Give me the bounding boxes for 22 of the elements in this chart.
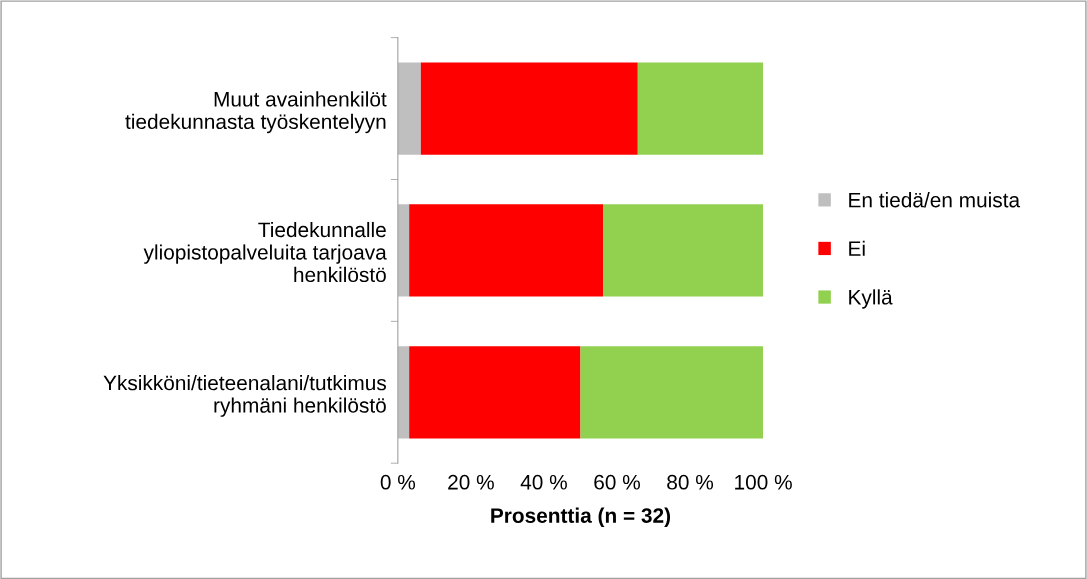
- legend-label: Kyllä: [849, 289, 893, 309]
- legend-label: Ei: [849, 240, 865, 256]
- y-tick-label: Tiedekunnalle yliopistopalveluita tarjoava henkilöstö: [143, 221, 387, 283]
- bar: [397, 346, 410, 439]
- bar: [397, 204, 410, 297]
- legend-label: En tiedä/en muista: [849, 192, 1021, 208]
- x-axis-title: Prosenttia (n = 32): [491, 507, 671, 528]
- x-tick-label: 100 %: [735, 474, 792, 490]
- bar: [409, 204, 604, 297]
- x-tick-label: 0 %: [380, 474, 416, 490]
- x-tick-label: 60 %: [594, 474, 640, 490]
- bar: [397, 62, 421, 155]
- x-tick-label: 80 %: [667, 474, 714, 490]
- y-tick-label: Muut avainhenkilöt tiedekunnasta työskentelyyn: [125, 91, 387, 134]
- bar: [603, 204, 764, 297]
- bar: [420, 62, 638, 155]
- bar: [580, 346, 764, 439]
- bar: [409, 346, 581, 439]
- y-tick-label: Yksikköni/tieteenalani/tutkimus ryhmäni henkilöstö: [103, 375, 386, 417]
- x-tick-label: 20 %: [448, 474, 494, 490]
- bar: [637, 62, 764, 155]
- x-tick-label: 40 %: [520, 474, 567, 490]
